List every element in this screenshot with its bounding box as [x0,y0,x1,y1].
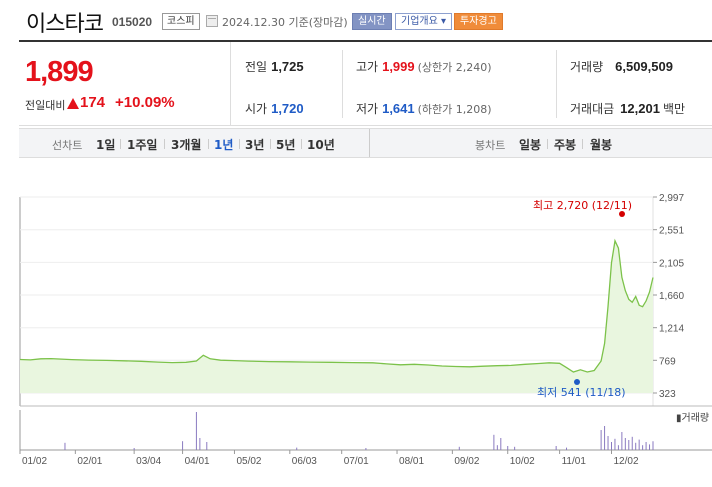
company-info-dropdown[interactable]: 기업개요 ▾ [395,13,452,30]
prev-close: 전일 1,725 [245,58,304,75]
x-tick-label: 11/01 [562,456,587,467]
price-change: 174 [80,94,106,111]
x-tick-label: 03/04 [136,456,161,467]
stock-code: 015020 [112,15,153,29]
volume: 거래량 6,509,509 [570,58,673,75]
high-label: 고가 [356,60,379,74]
y-tick-label: 323 [659,389,676,400]
volume-value: 6,509,509 [615,59,673,74]
up-triangle-icon [67,98,79,109]
x-tick-label: 01/02 [22,456,47,467]
period-3y[interactable]: 3년 [245,138,265,152]
y-tick-label: 2,105 [659,258,684,269]
divider [342,50,343,118]
divider [369,129,370,157]
x-tick-label: 07/01 [344,456,369,467]
period-5y[interactable]: 5년 [276,138,296,152]
candle-daily[interactable]: 일봉 [519,138,542,152]
high-marker [619,211,625,217]
amount-value: 12,201 [620,101,660,116]
period-bar: 선차트 1일 1주일 3개월 1년 3년 5년 10년 봉차트 일봉 주봉 월봉 [19,128,712,158]
low-price: 저가 1,641 (하한가 1,208) [356,100,492,117]
candle-chart-label: 봉차트 [475,139,506,152]
divider [547,139,548,149]
low-marker [574,379,580,385]
x-tick-label: 06/03 [292,456,317,467]
y-tick-label: 769 [659,356,676,367]
period-3m[interactable]: 3개월 [171,138,202,152]
open-price: 시가 1,720 [245,100,304,117]
period-1w[interactable]: 1주일 [127,138,158,152]
candle-monthly[interactable]: 월봉 [590,138,613,152]
x-tick-label: 02/01 [77,456,102,467]
period-10y[interactable]: 10년 [307,138,335,152]
x-tick-label: 08/01 [399,456,424,467]
x-tick-label: 10/02 [510,456,535,467]
divider [556,50,557,118]
y-tick-label: 1,660 [659,291,684,302]
high-price: 고가 1,999 (상한가 2,240) [356,58,492,75]
y-tick-label: 2,551 [659,226,684,237]
x-tick-label: 05/02 [236,456,261,467]
change-label: 전일대비 [25,99,66,112]
price-chart[interactable]: 2,997 2,551 2,105 1,660 1,214 769 323 최고 2,720 … [0,180,712,487]
open-value: 1,720 [271,101,304,116]
divider [208,139,209,149]
divider [582,139,583,149]
change-rate: +10.09% [115,94,175,111]
period-1d[interactable]: 1일 [96,138,116,152]
base-date: 2024.12.30 기준(장마감) [222,16,348,29]
y-tick-label: 1,214 [659,324,684,335]
x-tick-label: 09/02 [454,456,479,467]
x-tick-label: 12/02 [613,456,638,467]
divider [164,139,165,149]
volume-label: ▮거래량 [676,412,709,424]
low-annotation: 최저 541 (11/18) [537,386,626,399]
investment-warning-badge[interactable]: 투자경고 [454,13,503,30]
volume-label: 거래량 [570,60,604,74]
price-line [19,238,654,373]
market-badge: 코스피 [162,13,200,30]
line-chart-label: 선차트 [52,139,83,152]
divider [120,139,121,149]
realtime-button[interactable]: 실시간 [352,13,392,30]
trade-amount: 거래대금 12,201 백만 [570,100,685,117]
calendar-icon [206,15,218,27]
stock-header: 이스타코 015020 코스피 2024.12.30 기준(장마감) 실시간 기… [0,0,712,40]
lower-limit: (하한가 1,208) [417,103,492,116]
high-value: 1,999 [382,59,415,74]
low-label: 저가 [356,102,379,116]
open-label: 시가 [245,102,268,116]
current-price-box: 1,899 전일대비 174 +10.09% [19,42,231,126]
divider [301,139,302,149]
stock-name: 이스타코 [26,12,104,37]
amount-unit: 백만 [662,102,686,116]
x-tick-label: 04/01 [185,456,210,467]
amount-label: 거래대금 [570,102,615,116]
divider [239,139,240,149]
prev-close-value: 1,725 [271,59,304,74]
prev-close-label: 전일 [245,60,268,74]
y-tick-label: 2,997 [659,193,684,204]
low-value: 1,641 [382,101,415,116]
price-area [20,240,653,393]
current-price: 1,899 [25,56,94,88]
candle-weekly[interactable]: 주봉 [554,138,577,152]
upper-limit: (상한가 2,240) [417,61,492,74]
divider [270,139,271,149]
period-1y[interactable]: 1년 [214,138,234,152]
price-summary: 1,899 전일대비 174 +10.09% 전일 1,725 시가 1,720 고… [19,40,712,126]
price-chart-svg: 2,997 2,551 2,105 1,660 1,214 769 323 최고 2,720 … [19,193,712,467]
high-annotation: 최고 2,720 (12/11) [533,199,632,212]
